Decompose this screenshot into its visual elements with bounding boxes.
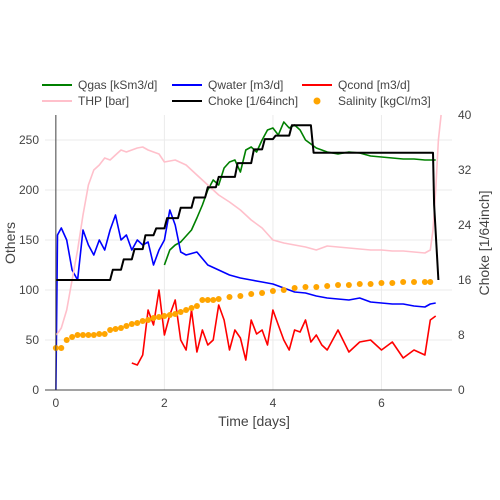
series-thp-line — [55, 114, 442, 336]
y-axis-title-right: Choke [1/64inch] — [476, 190, 492, 295]
series-salinity-point — [215, 296, 222, 302]
series-salinity-point — [427, 279, 434, 285]
series-salinity-point — [183, 307, 190, 313]
series-salinity-point — [161, 313, 168, 319]
series-salinity-point — [58, 345, 65, 351]
x-tick-label: 2 — [161, 396, 168, 410]
series-salinity-point — [155, 314, 162, 320]
legend-layer[interactable]: Qgas [kSm3/d] Qwater [m3/d] Qcond [m3/d] TH… — [42, 78, 431, 108]
series-salinity-point — [421, 279, 428, 285]
y-right-tick-label: 8 — [458, 328, 465, 342]
y-right-tick-label: 0 — [458, 383, 465, 397]
series-salinity-point — [63, 337, 70, 343]
y-left-tick-label: 150 — [19, 233, 39, 247]
series-salinity-point — [335, 282, 342, 288]
legend-marker-salinity — [313, 97, 321, 105]
series-salinity-point — [117, 325, 124, 331]
series-salinity-point — [400, 279, 407, 285]
legend-item-salinity[interactable]: Salinity [kgCl/m3] — [313, 94, 431, 108]
series-salinity-point — [134, 320, 141, 326]
series-salinity-point — [204, 297, 211, 303]
series-salinity-point — [248, 291, 255, 297]
series-salinity-point — [356, 281, 363, 287]
series-salinity-point — [269, 288, 276, 294]
series-salinity-point — [145, 317, 152, 323]
legend-label-thp: THP [bar] — [78, 94, 129, 108]
legend-item-qwater[interactable]: Qwater [m3/d] — [172, 78, 283, 92]
series-salinity-point — [128, 321, 135, 327]
legend-label-qcond: Qcond [m3/d] — [338, 78, 410, 92]
legend-label-qwater: Qwater [m3/d] — [208, 78, 283, 92]
series-salinity-point — [193, 303, 200, 309]
x-axis-title: Time [days] — [218, 413, 290, 429]
series-salinity-point — [313, 284, 320, 290]
x-tick-label: 4 — [270, 396, 277, 410]
series-salinity-point — [166, 312, 173, 318]
series-salinity-point — [139, 318, 146, 324]
legend-item-qgas[interactable]: Qgas [kSm3/d] — [42, 78, 157, 92]
legend-label-choke: Choke [1/64inch] — [208, 94, 298, 108]
series-salinity-point — [96, 331, 103, 337]
legend-label-salinity: Salinity [kgCl/m3] — [338, 94, 431, 108]
series-salinity-point — [69, 334, 76, 340]
series-salinity-point — [280, 287, 287, 293]
y-left-tick-label: 0 — [32, 383, 39, 397]
series-salinity-point — [210, 297, 217, 303]
series-qwater-line — [55, 209, 436, 391]
series-salinity-point — [259, 290, 266, 296]
legend-label-qgas: Qgas [kSm3/d] — [78, 78, 157, 92]
series-salinity-point — [123, 323, 130, 329]
y-right-tick-label: 40 — [458, 108, 472, 122]
x-tick-label: 6 — [378, 396, 385, 410]
series-salinity-point — [411, 279, 418, 285]
y-left-tick-label: 100 — [19, 283, 39, 297]
series-layer — [52, 114, 442, 391]
series-salinity-point — [177, 309, 184, 315]
series-salinity-point — [199, 297, 206, 303]
series-qcond-line — [131, 289, 437, 366]
y-left-tick-label: 200 — [19, 183, 39, 197]
series-salinity-point — [90, 332, 97, 338]
y-left-tick-label: 250 — [19, 133, 39, 147]
y-left-tick-label: 50 — [26, 333, 40, 347]
series-salinity-point — [367, 281, 374, 287]
series-choke-line — [55, 124, 440, 281]
series-salinity-point — [345, 282, 352, 288]
legend-item-choke[interactable]: Choke [1/64inch] — [172, 94, 298, 108]
y-axis-title-left: Others — [2, 222, 18, 264]
series-salinity-point — [226, 294, 233, 300]
series-salinity-point — [188, 305, 195, 311]
series-salinity-point — [324, 283, 331, 289]
series-salinity-point — [291, 285, 298, 291]
series-salinity-point — [389, 280, 396, 286]
y-right-tick-label: 16 — [458, 273, 472, 287]
x-tick-label: 0 — [53, 396, 60, 410]
series-salinity-point — [150, 315, 157, 321]
legend-item-qcond[interactable]: Qcond [m3/d] — [302, 78, 410, 92]
series-salinity-point — [378, 280, 385, 286]
series-salinity-point — [85, 332, 92, 338]
series-salinity-point — [74, 332, 81, 338]
series-salinity-point — [112, 326, 119, 332]
legend-item-thp[interactable]: THP [bar] — [42, 94, 129, 108]
series-salinity-point — [107, 327, 114, 333]
grid-layer — [45, 115, 452, 391]
y-right-tick-label: 32 — [458, 163, 472, 177]
series-salinity-point — [172, 311, 179, 317]
series-salinity-point — [302, 284, 309, 290]
y-right-tick-label: 24 — [458, 218, 472, 232]
series-salinity-point — [79, 332, 86, 338]
series-salinity-point — [101, 331, 108, 337]
series-salinity-point — [237, 293, 244, 299]
series-qgas-line — [163, 121, 436, 266]
